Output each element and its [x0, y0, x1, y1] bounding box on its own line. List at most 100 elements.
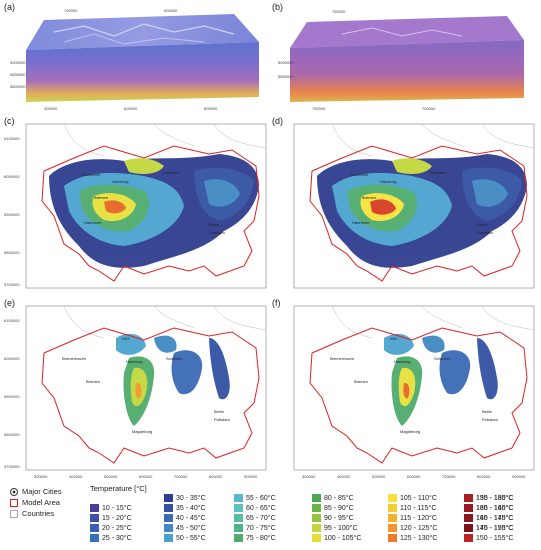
svg-text:800000: 800000 — [209, 474, 223, 479]
svg-text:Bremen: Bremen — [354, 379, 368, 384]
svg-text:Hamburg: Hamburg — [112, 179, 128, 184]
legend-class-label: 70 - 75°C — [246, 524, 276, 532]
svg-text:500000: 500000 — [104, 474, 118, 479]
legend-temperature-class: 50 - 55°C — [164, 534, 206, 542]
legend-class-label: 160 - 165°C — [476, 504, 514, 512]
svg-text:700000: 700000 — [442, 474, 456, 479]
legend-class-label: 115 - 120°C — [400, 514, 437, 522]
countries-icon — [10, 509, 18, 518]
svg-text:300000: 300000 — [302, 474, 316, 479]
legend-temperature-class: 160 - 165°C — [464, 504, 513, 512]
legend-class-label: 65 - 70°C — [246, 514, 276, 522]
svg-text:Schwerin: Schwerin — [430, 170, 446, 175]
svg-text:800000: 800000 — [477, 474, 491, 479]
panel-b: (b) 5900000 5850000 750000 700000 750000 — [272, 2, 538, 114]
model-area-icon — [10, 498, 18, 507]
legend-class-label: 25 - 30°C — [102, 534, 132, 542]
legend-swatch — [312, 494, 321, 502]
legend-temperature-class: 95 - 100°C — [312, 524, 358, 532]
svg-text:Bremen: Bremen — [362, 195, 376, 200]
legend-swatch — [164, 504, 173, 512]
legend-class-label: 15 - 20°C — [102, 514, 132, 522]
svg-text:Berlin: Berlin — [214, 409, 224, 414]
svg-text:5800000: 5800000 — [4, 432, 20, 437]
legend-class-label: 80 - 85°C — [324, 494, 354, 502]
legend-class-label: 145 - 150°C — [476, 524, 514, 532]
legend-temperature-class: 25 - 30°C — [90, 534, 132, 542]
svg-text:Hannover: Hannover — [84, 220, 102, 225]
legend-class-label: 55 - 60°C — [246, 494, 276, 502]
legend-model-area: Model Area — [10, 497, 62, 508]
legend-swatch — [234, 494, 243, 502]
svg-text:600000: 600000 — [407, 474, 421, 479]
legend-class-label: 85 - 90°C — [324, 504, 354, 512]
legend-swatch — [388, 524, 397, 532]
svg-text:Kiel: Kiel — [390, 336, 397, 341]
legend-temperature-class: 85 - 90°C — [312, 504, 354, 512]
legend-swatch — [464, 514, 473, 522]
legend-temperature-class: 90 - 95°C — [312, 514, 354, 522]
legend-class-label: 135 - 140°C — [476, 504, 514, 512]
legend-swatch — [90, 524, 99, 532]
svg-text:6100000: 6100000 — [4, 136, 20, 141]
svg-text:750000: 750000 — [332, 9, 346, 14]
panel-d: (d) Cuxhaven Hamburg Bremen Hannover Sch… — [272, 116, 538, 296]
svg-text:300000: 300000 — [34, 474, 48, 479]
model-area-outline-d — [309, 145, 528, 282]
svg-text:800000: 800000 — [204, 106, 218, 111]
legend-class-label: 45 - 50°C — [176, 524, 206, 532]
svg-text:6000000: 6000000 — [4, 356, 20, 361]
svg-text:Potsdam: Potsdam — [209, 230, 225, 235]
svg-text:6100000: 6100000 — [4, 318, 20, 323]
legend-temperature-class: 35 - 40°C — [164, 504, 206, 512]
svg-text:Hannover: Hannover — [352, 220, 370, 225]
legend-swatch — [464, 494, 473, 502]
legend-temperature-class: 30 - 35°C — [164, 494, 206, 502]
legend-countries: Countries — [10, 508, 62, 519]
legend-class-label: 170 - 175°C — [476, 524, 514, 532]
legend-temperature-class: 120 - 125°C — [388, 524, 437, 532]
legend-symbols: Major Cities Model Area Countries — [10, 486, 62, 519]
legend-class-label: 155 - 160°C — [476, 494, 514, 502]
svg-text:Berlin: Berlin — [482, 409, 492, 414]
svg-text:5700000: 5700000 — [4, 282, 20, 287]
legend-swatch — [234, 524, 243, 532]
model-area-outline-e — [41, 327, 260, 464]
legend-swatch — [164, 514, 173, 522]
svg-text:900000: 900000 — [244, 474, 258, 479]
legend-temperature-classes: 10 - 15°C 15 - 20°C 20 - 25°C 25 - 30°C 30 -… — [90, 494, 535, 546]
legend-swatch — [388, 514, 397, 522]
svg-text:Berlin: Berlin — [209, 222, 219, 227]
panel-label-a: (a) — [4, 2, 15, 12]
major-city-icon — [10, 487, 18, 496]
svg-text:5900000: 5900000 — [4, 394, 20, 399]
legend-temperature-class: 105 - 110°C — [388, 494, 437, 502]
legend-temperature-class: 165 - 170°C — [464, 514, 513, 522]
svg-text:Hamburg: Hamburg — [380, 179, 396, 184]
model-area-outline-f — [309, 327, 528, 464]
panel-label-c: (c) — [4, 116, 15, 126]
legend-temperature-class: 60 - 65°C — [234, 504, 276, 512]
svg-text:Schwerin: Schwerin — [162, 170, 178, 175]
legend-swatch — [312, 524, 321, 532]
legend-swatch — [234, 504, 243, 512]
legend-swatch — [388, 494, 397, 502]
legend-class-label: 100 - 105°C — [324, 534, 362, 542]
svg-text:Schwerin: Schwerin — [434, 356, 450, 361]
legend-class-label: 110 - 115°C — [400, 504, 437, 512]
temperature-map-d: Cuxhaven Hamburg Bremen Hannover Schweri… — [293, 123, 535, 289]
svg-text:Potsdam: Potsdam — [477, 230, 493, 235]
legend-temperature-class: 20 - 25°C — [90, 524, 132, 532]
svg-text:900000: 900000 — [512, 474, 526, 479]
legend-temperature-class: 100 - 105°C — [312, 534, 361, 542]
svg-text:900000: 900000 — [164, 8, 178, 13]
svg-text:400000: 400000 — [337, 474, 351, 479]
legend-class-label: 75 - 80°C — [246, 534, 276, 542]
legend-swatch — [164, 534, 173, 542]
legend-swatch — [164, 524, 173, 532]
legend-temperature-class: 55 - 60°C — [234, 494, 276, 502]
legend-class-label: 20 - 25°C — [102, 524, 132, 532]
legend-temperature-class: 150 - 155°C — [464, 534, 513, 542]
legend-temperature-class: 170 - 175°C — [464, 524, 513, 532]
svg-text:Schwerin: Schwerin — [166, 356, 182, 361]
